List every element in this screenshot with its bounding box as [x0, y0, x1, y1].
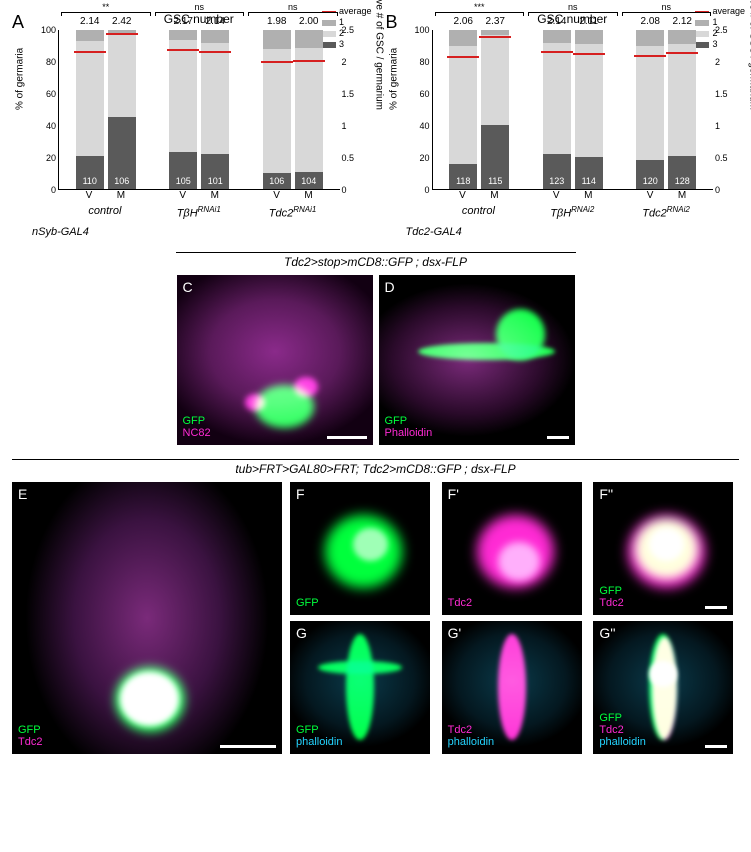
xlabels-b: VMVMVM — [432, 190, 714, 201]
bar: 1102.14 — [76, 30, 104, 189]
chart-area-a: % of germaria020406080100 **1102.141062.… — [32, 30, 366, 190]
bars-a: **1102.141062.42ns1052.171012.14ns1061.9… — [58, 30, 340, 190]
chart-area-b: % of germaria020406080100 ***1182.061152… — [406, 30, 740, 190]
bar: 1182.06 — [449, 30, 477, 189]
channel-labels: GFP — [296, 597, 319, 609]
bar: 1012.14 — [201, 30, 229, 189]
bar: 1152.37 — [481, 30, 509, 189]
bar-group: ns1232.141142.11 — [526, 30, 620, 189]
panel-f: F GFP — [290, 482, 430, 615]
panel-fp: F' Tdc2 — [442, 482, 582, 615]
xsub-a: controlTβHRNAi1Tdc2RNAi1 — [58, 205, 340, 220]
bar: 1052.17 — [169, 30, 197, 189]
panel-letter: G — [296, 625, 307, 641]
y-axis-right-a: Ave # of GSC / germarium00.511.522.5 — [340, 30, 366, 190]
panel-letter: D — [385, 279, 395, 295]
driver-b: Tdc2-GAL4 — [406, 226, 740, 238]
panel-gp: G' Tdc2phalloidin — [442, 621, 582, 754]
y-axis-right-b: Ave # of GSC / germarium00.511.522.5 — [713, 30, 739, 190]
panel-e: E GFPTdc2 — [12, 482, 282, 754]
bar: 1232.14 — [543, 30, 571, 189]
scale-bar — [327, 436, 367, 439]
y-axis-left-b: % of germaria020406080100 — [406, 30, 432, 190]
row-efg: E GFPTdc2 F GFP F' Tdc2 F'' GFPTdc2 G GFPphal… — [12, 482, 739, 754]
bar-group: ns1052.171012.14 — [153, 30, 247, 189]
channel-labels: Tdc2phalloidin — [448, 724, 494, 748]
right-grid: F GFP F' Tdc2 F'' GFPTdc2 G GFPphalloidin G'… — [290, 482, 739, 754]
scale-bar — [705, 606, 727, 609]
group-label: TβHRNAi1 — [152, 205, 246, 220]
panel-letter: C — [183, 279, 193, 295]
channel-labels: GFPTdc2 — [18, 724, 42, 748]
panel-letter: E — [18, 486, 27, 502]
group-label: Tdc2RNAi2 — [619, 205, 713, 220]
panel-letter: G'' — [599, 625, 615, 641]
group-label: control — [58, 205, 152, 220]
bar: 1142.11 — [575, 30, 603, 189]
channel-labels: Tdc2 — [448, 597, 472, 609]
bar: 1061.98 — [263, 30, 291, 189]
scale-bar — [547, 436, 569, 439]
figure: A GSC number average123 % of germaria020… — [0, 0, 751, 766]
panel-d: D GFPPhalloidin — [379, 275, 575, 445]
panel-c: C GFPNC82 — [177, 275, 373, 445]
panel-letter: A — [12, 12, 24, 33]
bar: 1282.12 — [668, 30, 696, 189]
panel-g: G GFPphalloidin — [290, 621, 430, 754]
bar: 1202.08 — [636, 30, 664, 189]
bar-group: **1102.141062.42 — [59, 30, 153, 189]
channel-labels: GFPPhalloidin — [385, 415, 433, 439]
panel-fpp: F'' GFPTdc2 — [593, 482, 733, 615]
panel-a: A GSC number average123 % of germaria020… — [12, 12, 366, 238]
panel-letter: B — [386, 12, 398, 33]
xlabels-a: VMVMVM — [58, 190, 340, 201]
bar-group: ns1202.081282.12 — [620, 30, 714, 189]
bar-group: ***1182.061152.37 — [433, 30, 527, 189]
panel-gpp: G'' GFPTdc2phalloidin — [593, 621, 733, 754]
channel-labels: GFPTdc2 — [599, 585, 623, 609]
panel-letter: F' — [448, 486, 459, 502]
driver-a: nSyb-GAL4 — [32, 226, 366, 238]
y-axis-left-a: % of germaria020406080100 — [32, 30, 58, 190]
top-row: A GSC number average123 % of germaria020… — [12, 12, 739, 238]
xsub-b: controlTβHRNAi2Tdc2RNAi2 — [432, 205, 714, 220]
panel-letter: G' — [448, 625, 462, 641]
group-label: control — [432, 205, 526, 220]
scale-bar — [705, 745, 727, 748]
panel-letter: F — [296, 486, 305, 502]
panel-letter: F'' — [599, 486, 613, 502]
channel-labels: GFPTdc2phalloidin — [599, 712, 645, 748]
group-label: TβHRNAi2 — [525, 205, 619, 220]
panel-b: B GSC number average123 % of germaria020… — [386, 12, 740, 238]
group-label: Tdc2RNAi1 — [246, 205, 340, 220]
channel-labels: GFPphalloidin — [296, 724, 342, 748]
row-cd: C GFPNC82 D GFPPhalloidin — [12, 275, 739, 445]
bar-group: ns1061.981042.00 — [246, 30, 340, 189]
bars-b: ***1182.061152.37ns1232.141142.11ns1202.… — [432, 30, 714, 190]
header-cd: Tdc2>stop>mCD8::GFP ; dsx-FLP — [176, 252, 576, 269]
header-efg: tub>FRT>GAL80>FRT; Tdc2>mCD8::GFP ; dsx-… — [12, 459, 739, 476]
bar: 1042.00 — [295, 30, 323, 189]
bar: 1062.42 — [108, 30, 136, 189]
scale-bar — [220, 745, 276, 748]
channel-labels: GFPNC82 — [183, 415, 211, 439]
